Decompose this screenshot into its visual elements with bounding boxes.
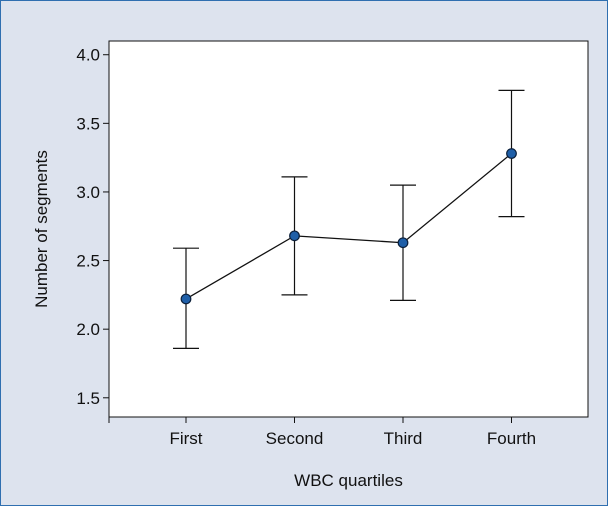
y-tick-label: 1.5 <box>76 389 100 408</box>
series-line <box>185 153 512 300</box>
x-tick-label: Fourth <box>487 429 536 448</box>
y-tick-label: 3.5 <box>76 114 100 133</box>
data-point <box>506 148 517 159</box>
plot-area <box>108 40 589 418</box>
data-point <box>180 293 192 305</box>
x-axis: First Second Third Fourth <box>108 417 536 448</box>
x-tick-label: Third <box>384 429 423 448</box>
x-tick-label: Second <box>266 429 324 448</box>
y-axis: 1.5 2.0 2.5 3.0 3.5 4.0 <box>76 46 109 408</box>
y-axis-label: Number of segments <box>32 150 51 308</box>
data-point <box>397 237 409 249</box>
y-tick-label: 2.0 <box>76 320 100 339</box>
y-tick-label: 4.0 <box>76 46 100 65</box>
y-tick-label: 2.5 <box>76 252 100 271</box>
y-tick-label: 3.0 <box>76 183 100 202</box>
series-layer <box>173 89 525 349</box>
x-tick-label: First <box>169 429 202 448</box>
x-axis-label: WBC quartiles <box>294 471 403 490</box>
data-point <box>289 230 300 242</box>
